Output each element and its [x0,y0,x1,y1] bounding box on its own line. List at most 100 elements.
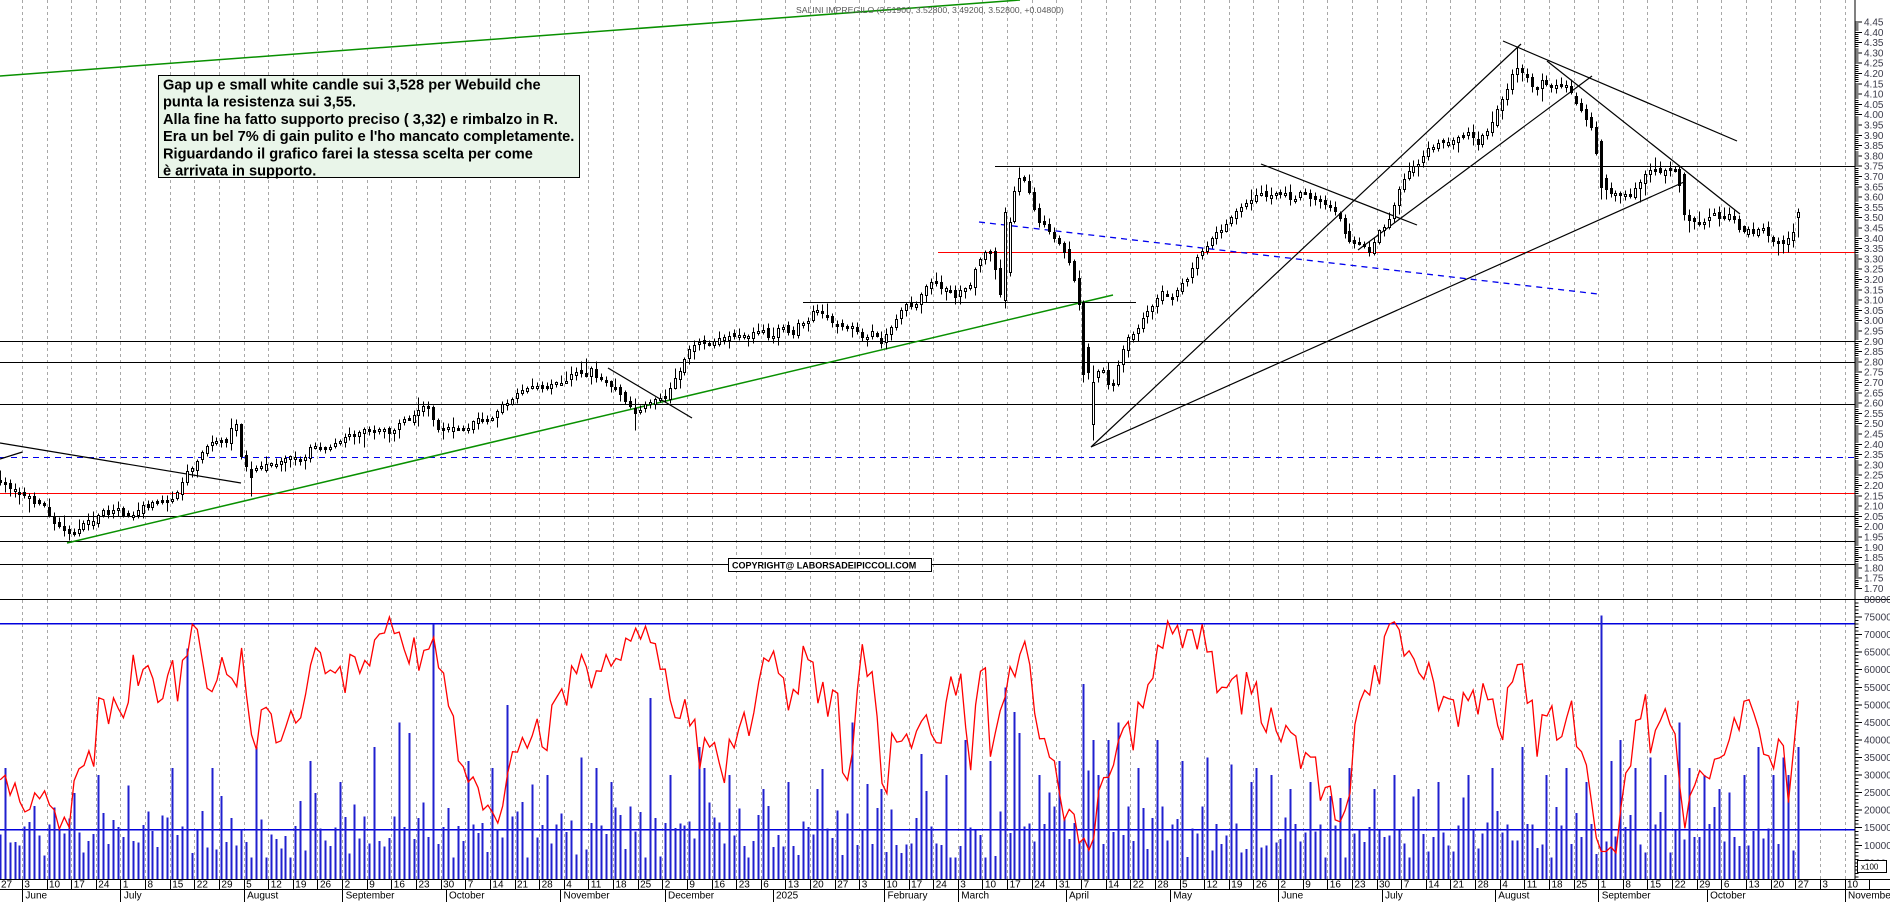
svg-text:3: 3 [1822,880,1828,891]
svg-text:29: 29 [221,880,233,891]
svg-text:February: February [888,891,928,902]
svg-text:10: 10 [886,880,898,891]
svg-text:3.40: 3.40 [1864,234,1884,245]
svg-text:1.85: 1.85 [1864,553,1884,564]
svg-text:October: October [449,891,485,902]
svg-text:30: 30 [443,880,455,891]
svg-text:23: 23 [739,880,751,891]
svg-text:9: 9 [1305,880,1311,891]
svg-text:11: 11 [1527,880,1538,891]
svg-text:16: 16 [1330,880,1342,891]
svg-text:September: September [1602,891,1652,902]
svg-text:1: 1 [123,880,129,891]
svg-text:2.50: 2.50 [1864,419,1884,430]
svg-text:Riguardando il grafico farei l: Riguardando il grafico farei la stessa s… [163,146,533,162]
svg-text:7: 7 [1084,880,1090,891]
svg-text:8: 8 [1625,880,1631,891]
svg-text:35000: 35000 [1864,753,1890,764]
svg-text:14: 14 [492,880,504,891]
svg-text:4: 4 [1502,880,1508,891]
svg-text:2.25: 2.25 [1864,471,1884,482]
svg-text:60000: 60000 [1864,665,1890,676]
svg-text:28: 28 [542,880,554,891]
svg-text:9: 9 [689,880,695,891]
svg-text:3.45: 3.45 [1864,224,1884,235]
svg-text:4.40: 4.40 [1864,28,1884,39]
svg-text:March: March [961,891,989,902]
svg-text:21: 21 [517,880,529,891]
svg-text:2.20: 2.20 [1864,481,1884,492]
svg-text:3.20: 3.20 [1864,275,1884,286]
svg-text:June: June [25,891,47,902]
svg-text:27: 27 [837,880,849,891]
svg-text:1.75: 1.75 [1864,574,1884,585]
svg-text:10: 10 [985,880,997,891]
svg-text:July: July [1385,891,1403,902]
svg-text:30: 30 [1379,880,1391,891]
svg-text:31: 31 [1059,880,1071,891]
svg-text:2.10: 2.10 [1864,502,1884,513]
svg-text:4.25: 4.25 [1864,59,1884,70]
svg-text:2.30: 2.30 [1864,460,1884,471]
svg-text:x100: x100 [1861,863,1879,872]
svg-text:25: 25 [640,880,652,891]
svg-text:15: 15 [1650,880,1662,891]
svg-text:4.10: 4.10 [1864,90,1884,101]
svg-text:2.75: 2.75 [1864,368,1884,379]
svg-text:22: 22 [1133,880,1145,891]
svg-text:19: 19 [1231,880,1243,891]
svg-text:17: 17 [1010,880,1022,891]
svg-text:2.65: 2.65 [1864,388,1884,399]
svg-text:25000: 25000 [1864,788,1890,799]
svg-text:3: 3 [24,880,30,891]
svg-text:2.60: 2.60 [1864,399,1884,410]
svg-text:3.10: 3.10 [1864,296,1884,307]
svg-text:November: November [1848,891,1890,902]
svg-text:2: 2 [1281,880,1287,891]
svg-text:3.80: 3.80 [1864,151,1884,162]
svg-text:1.80: 1.80 [1864,563,1884,574]
svg-text:13: 13 [788,880,800,891]
svg-text:Era un bel 7% di gain pulito e: Era un bel 7% di gain pulito e l'ho manc… [163,129,574,145]
svg-text:10: 10 [1847,880,1859,891]
svg-text:80000: 80000 [1864,595,1890,606]
svg-text:23: 23 [419,880,431,891]
svg-text:2.80: 2.80 [1864,357,1884,368]
svg-text:65000: 65000 [1864,648,1890,659]
svg-text:4.20: 4.20 [1864,69,1884,80]
svg-text:3.00: 3.00 [1864,316,1884,327]
svg-text:18: 18 [1552,880,1564,891]
svg-text:55000: 55000 [1864,683,1890,694]
svg-text:6: 6 [763,880,769,891]
svg-text:17: 17 [911,880,923,891]
svg-text:10: 10 [49,880,61,891]
svg-text:26: 26 [1256,880,1268,891]
svg-text:3.50: 3.50 [1864,213,1884,224]
svg-text:3.85: 3.85 [1864,141,1884,152]
svg-text:3.15: 3.15 [1864,285,1884,296]
svg-text:45000: 45000 [1864,718,1890,729]
svg-text:4: 4 [566,880,572,891]
svg-text:November: November [564,891,611,902]
svg-text:SALINI IMPREGILO (3.51900, 3.5: SALINI IMPREGILO (3.51900, 3.52800, 3.49… [796,5,1064,15]
svg-text:3.55: 3.55 [1864,203,1884,214]
svg-text:2025: 2025 [776,891,799,902]
svg-text:August: August [247,891,278,902]
svg-text:4.35: 4.35 [1864,38,1884,49]
svg-text:June: June [1282,891,1304,902]
svg-text:2.35: 2.35 [1864,450,1884,461]
svg-text:2.15: 2.15 [1864,491,1884,502]
svg-text:20000: 20000 [1864,806,1890,817]
svg-text:April: April [1069,891,1089,902]
svg-text:Alla fine ha fatto supporto pr: Alla fine ha fatto supporto preciso ( 3,… [163,112,558,128]
svg-text:3.35: 3.35 [1864,244,1884,255]
svg-text:20: 20 [813,880,825,891]
svg-text:3.75: 3.75 [1864,162,1884,173]
svg-text:è arrivata in supporto.: è arrivata in supporto. [163,164,316,180]
svg-text:3: 3 [862,880,868,891]
svg-text:May: May [1173,891,1192,902]
svg-text:3.65: 3.65 [1864,182,1884,193]
svg-text:16: 16 [714,880,726,891]
svg-text:5: 5 [1182,880,1188,891]
svg-text:12: 12 [1207,880,1219,891]
